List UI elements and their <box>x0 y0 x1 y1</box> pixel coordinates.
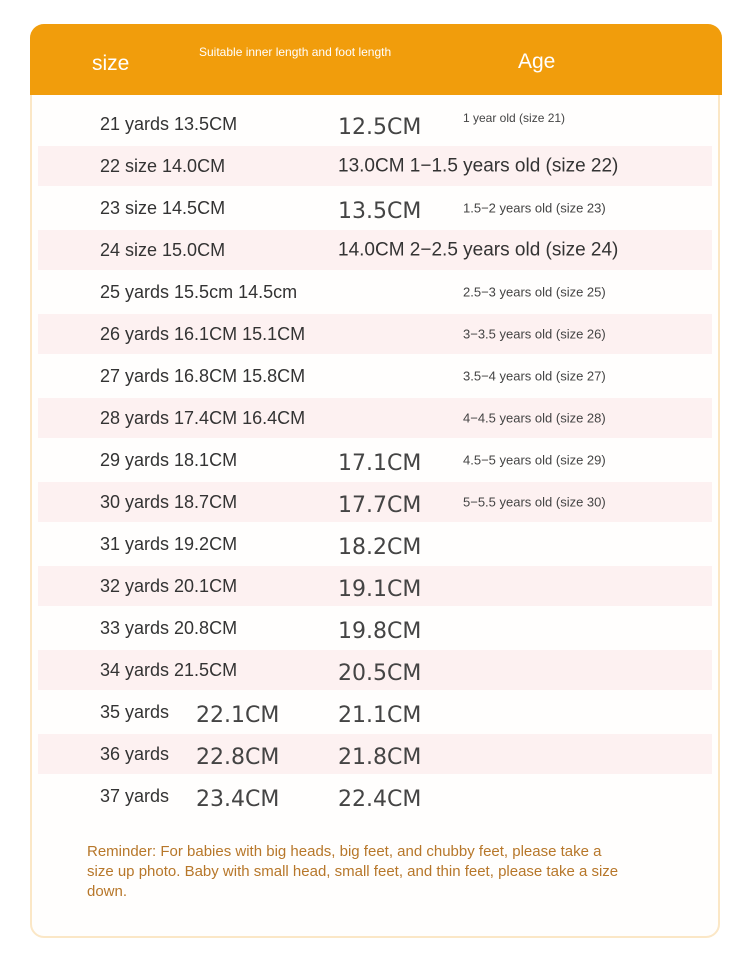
row-band <box>38 230 712 270</box>
table-cell: 4.5−5 years old (size 29) <box>463 452 606 468</box>
table-cell: 19.8CM <box>338 619 422 644</box>
table-cell: 13.0CM 1−1.5 years old (size 22) <box>338 155 619 177</box>
row-band <box>38 482 712 522</box>
row-band <box>38 566 712 606</box>
header-size: size <box>92 52 130 75</box>
table-cell: 2.5−3 years old (size 25) <box>463 284 606 300</box>
table-cell: 19.1CM <box>338 577 422 602</box>
row-band <box>38 398 712 438</box>
table-cell: 31 yards 19.2CM <box>100 534 238 554</box>
table-cell: 1.5−2 years old (size 23) <box>463 200 606 216</box>
table-cell: 25 yards 15.5cm 14.5cm <box>100 282 298 302</box>
table-cell: 23 size 14.5CM <box>100 198 226 218</box>
table-cell: 29 yards 18.1CM <box>100 450 238 470</box>
table-cell: 18.2CM <box>338 535 422 560</box>
table-cell: 20.5CM <box>338 661 422 686</box>
table-cell: 3−3.5 years old (size 26) <box>463 326 606 342</box>
table-cell: 30 yards 18.7CM <box>100 492 238 512</box>
table-cell: 17.1CM <box>338 451 422 476</box>
table-cell: 26 yards 16.1CM 15.1CM <box>100 324 306 344</box>
reminder: Reminder: For babies with big heads, big… <box>87 843 619 900</box>
header-age: Age <box>518 50 556 73</box>
table-cell: 12.5CM <box>338 115 422 140</box>
table-cell: 27 yards 16.8CM 15.8CM <box>100 366 306 386</box>
table-cell: 21 yards 13.5CM <box>100 114 238 134</box>
table-cell: 22.4CM <box>338 787 422 812</box>
table-cell: 3.5−4 years old (size 27) <box>463 368 606 384</box>
table-cell: 34 yards 21.5CM <box>100 660 238 680</box>
row-band <box>38 734 712 774</box>
table-cell: 22.8CM <box>196 745 280 770</box>
table-cell: 21.1CM <box>338 703 422 728</box>
table-cell: 28 yards 17.4CM 16.4CM <box>100 408 306 428</box>
table-cell: 4−4.5 years old (size 28) <box>463 410 606 426</box>
header-subtitle: Suitable inner length and foot length <box>199 45 392 59</box>
table-cell: 35 yards <box>100 702 170 722</box>
row-band <box>38 314 712 354</box>
row-band <box>38 650 712 690</box>
table-cell: 1 year old (size 21) <box>463 111 566 125</box>
table-cell: 5−5.5 years old (size 30) <box>463 494 606 510</box>
table-cell: 32 yards 20.1CM <box>100 576 238 596</box>
header-bar <box>30 24 722 95</box>
table-cell: 21.8CM <box>338 745 422 770</box>
table-cell: 22.1CM <box>196 703 280 728</box>
table-cell: 14.0CM 2−2.5 years old (size 24) <box>338 239 619 261</box>
table-cell: 37 yards <box>100 786 170 806</box>
row-band <box>38 146 712 186</box>
table-cell: 13.5CM <box>338 199 422 224</box>
table-cell: 23.4CM <box>196 787 280 812</box>
table-cell: 33 yards 20.8CM <box>100 618 238 638</box>
table-cell: 36 yards <box>100 744 170 764</box>
table-cell: 24 size 15.0CM <box>100 240 226 260</box>
table-cell: 22 size 14.0CM <box>100 156 226 176</box>
table-cell: 17.7CM <box>338 493 422 518</box>
